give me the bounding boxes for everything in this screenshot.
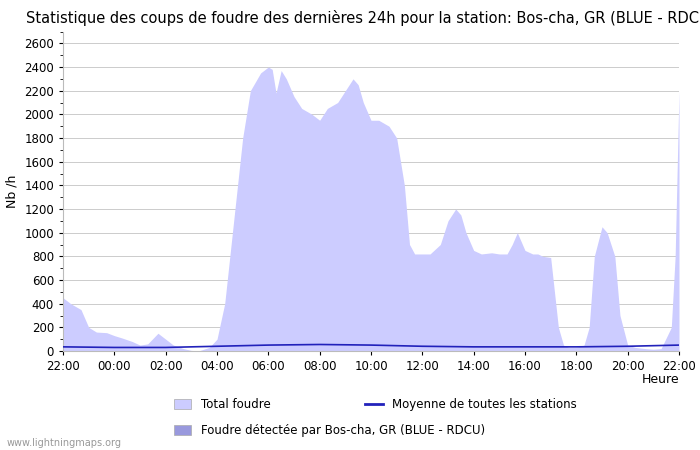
Title: Statistique des coups de foudre des dernières 24h pour la station: Bos-cha, GR (: Statistique des coups de foudre des dern… bbox=[27, 10, 700, 26]
Text: Heure: Heure bbox=[641, 374, 679, 387]
Y-axis label: Nb /h: Nb /h bbox=[6, 175, 19, 208]
Text: www.lightningmaps.org: www.lightningmaps.org bbox=[7, 438, 122, 448]
Legend: Foudre détectée par Bos-cha, GR (BLUE - RDCU): Foudre détectée par Bos-cha, GR (BLUE - … bbox=[174, 424, 485, 437]
